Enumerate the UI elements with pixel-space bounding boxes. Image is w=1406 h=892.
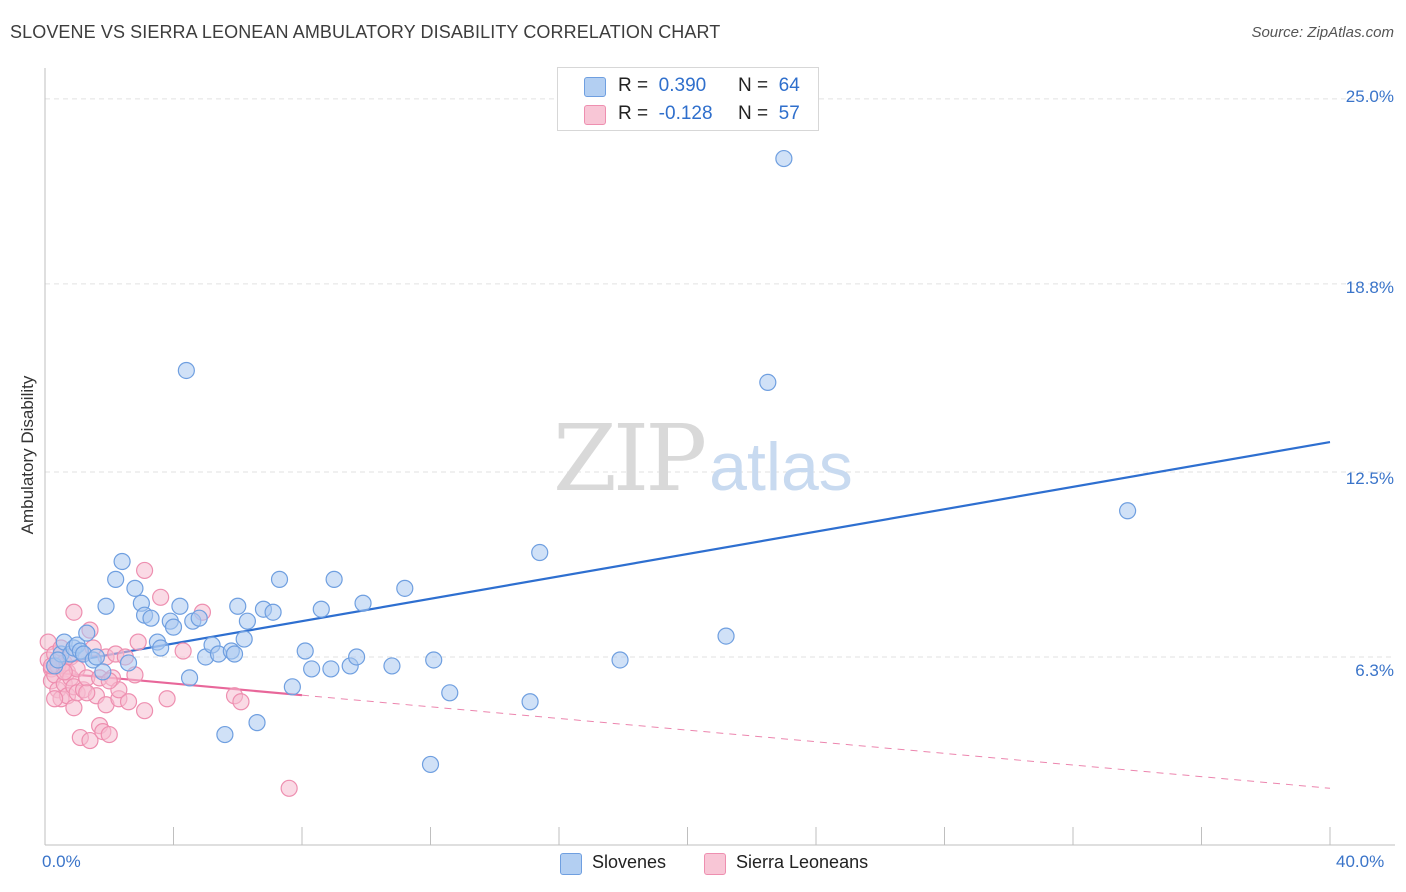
slovenes-point xyxy=(142,609,160,627)
slovenes-point xyxy=(119,654,138,672)
slovenes-legend-swatch xyxy=(560,853,582,875)
x-tick-label-min: 0.0% xyxy=(42,852,81,871)
n-value: 64 xyxy=(778,75,800,96)
slovenes-swatch xyxy=(584,77,606,97)
n-label: N = xyxy=(737,75,769,96)
legend-row-sierra-leoneans: R = -0.128 N = 57 xyxy=(558,101,818,129)
slovenes-point xyxy=(229,597,247,615)
slovenes-point xyxy=(94,663,112,681)
y-tick-label: 25.0% xyxy=(1345,87,1394,106)
slovenes-point xyxy=(421,755,440,774)
sierra-leoneans-point xyxy=(135,702,154,720)
slovenes-point xyxy=(49,651,67,669)
sierra-leoneans-point xyxy=(100,725,118,744)
slovenes-point xyxy=(775,149,793,168)
slovenes-point xyxy=(216,725,234,744)
slovenes-trend-line xyxy=(44,441,1331,668)
legend-row-slovenes: R = 0.390 N = 64 xyxy=(558,73,818,101)
slovenes-point xyxy=(383,657,401,675)
slovenes-point xyxy=(325,570,343,588)
sierra-leoneans-point xyxy=(174,642,192,660)
sierra-leoneans-point xyxy=(280,779,298,797)
y-tick-label: 18.8% xyxy=(1345,278,1394,297)
slovenes-point xyxy=(238,612,256,630)
data-points xyxy=(39,149,1137,797)
r-label: R = xyxy=(618,75,649,96)
slovenes-point xyxy=(225,645,244,663)
slovenes-point xyxy=(177,361,195,380)
slovenes-point xyxy=(396,579,414,597)
slovenes-point xyxy=(531,543,549,562)
sierra-leoneans-trend-extension xyxy=(301,694,1331,789)
slovenes-point xyxy=(717,627,735,645)
slovenes-point xyxy=(87,648,106,666)
y-tick-label: 6.3% xyxy=(1355,661,1394,680)
stats-legend: R = 0.390 N = 64 R = -0.128 N = 57 xyxy=(557,67,819,131)
slovenes-point xyxy=(78,624,96,642)
source-label: Source: ZipAtlas.com xyxy=(1251,24,1394,41)
sierra-leoneans-legend-swatch xyxy=(704,853,726,875)
slovenes-legend-label: Slovenes xyxy=(592,852,667,872)
slovenes-point xyxy=(611,651,629,669)
watermark-zip: ZIP xyxy=(553,405,707,512)
slovenes-point xyxy=(322,660,340,678)
slovenes-point xyxy=(113,552,131,571)
slovenes-point xyxy=(97,597,115,615)
n-value: 57 xyxy=(778,103,800,124)
sierra-leoneans-legend-label: Sierra Leoneans xyxy=(736,852,869,872)
sierra-leoneans-point xyxy=(46,690,64,708)
slovenes-point xyxy=(312,600,330,618)
sierra-leoneans-point xyxy=(232,693,250,711)
legend-text-slovenes: R = 0.390 N = 64 xyxy=(618,75,800,97)
slovenes-point xyxy=(270,570,289,588)
slovenes-point xyxy=(126,579,144,597)
r-label: R = xyxy=(618,103,649,124)
slovenes-point xyxy=(264,603,282,621)
slovenes-point xyxy=(164,618,183,636)
sierra-leoneans-swatch xyxy=(584,105,606,125)
sierra-leoneans-point xyxy=(78,684,96,702)
r-value: 0.390 xyxy=(658,75,707,96)
sierra-leoneans-point xyxy=(65,699,83,717)
slovenes-point xyxy=(171,597,189,615)
sierra-leoneans-point xyxy=(135,561,154,580)
n-label: N = xyxy=(737,103,769,124)
slovenes-point xyxy=(107,570,125,588)
slovenes-point xyxy=(180,669,199,687)
sierra-leoneans-point xyxy=(158,690,176,708)
slovenes-point xyxy=(759,373,777,392)
slovenes-point xyxy=(303,660,321,678)
watermark: ZIPatlas xyxy=(553,405,853,512)
slovenes-point xyxy=(425,651,443,669)
sierra-leoneans-point xyxy=(81,731,99,750)
axes xyxy=(44,68,1395,846)
x-tick-label-max: 40.0% xyxy=(1336,852,1385,871)
y-axis-label: Ambulatory Disability xyxy=(18,375,37,535)
legend-text-sierra-leoneans: R = -0.128 N = 57 xyxy=(618,103,800,125)
sierra-leoneans-point xyxy=(65,603,83,621)
slovenes-point xyxy=(354,594,372,612)
slovenes-point xyxy=(283,678,301,696)
sierra-leoneans-point xyxy=(152,588,170,606)
sierra-leoneans-point xyxy=(129,633,147,651)
r-value: -0.128 xyxy=(658,103,713,124)
y-tick-label: 12.5% xyxy=(1345,469,1394,488)
sierra-leoneans-point xyxy=(119,693,138,711)
watermark-atlas: atlas xyxy=(709,429,853,505)
grid-lines xyxy=(45,98,1395,658)
slovenes-point xyxy=(152,639,170,657)
slovenes-point xyxy=(521,693,539,711)
slovenes-point xyxy=(348,648,366,666)
slovenes-point xyxy=(296,642,314,660)
slovenes-point xyxy=(190,609,208,627)
slovenes-point xyxy=(235,630,253,648)
slovenes-point xyxy=(441,684,459,702)
slovenes-point xyxy=(1119,502,1137,520)
slovenes-point xyxy=(248,714,266,732)
chart-title: SLOVENE VS SIERRA LEONEAN AMBULATORY DIS… xyxy=(10,22,721,42)
